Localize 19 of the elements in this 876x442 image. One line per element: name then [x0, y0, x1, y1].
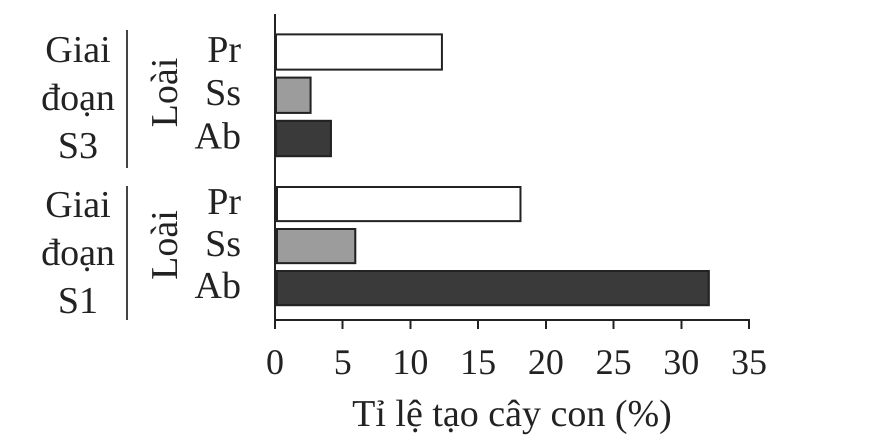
y-tick-label: Ab [194, 265, 241, 308]
y-tick-label: Ss [205, 72, 241, 114]
y-tick-label: Pr [207, 28, 242, 71]
text: Giai đoạn S3 [40, 28, 116, 169]
y-axis-title: Loài [144, 58, 186, 128]
y-tick-label: Ss [205, 223, 241, 266]
x-tick-label: 10 [392, 342, 428, 382]
x-tick-label: 0 [266, 342, 284, 382]
x-axis-title: Tỉ lệ tạo cây con (%) [352, 393, 672, 436]
text: Giai đoạn S1 [40, 183, 116, 324]
x-tick-label: 20 [528, 342, 564, 382]
x-tick-label: 25 [596, 342, 632, 382]
y-tick-label: Pr [207, 181, 242, 224]
x-tick-label: 30 [663, 342, 700, 382]
x-tick-label: 5 [334, 342, 352, 382]
y-tick-label: Ab [194, 115, 241, 158]
x-tick-label: 35 [731, 342, 767, 382]
x-tick-label: 15 [460, 342, 496, 382]
y-axis-title: Loài [144, 210, 186, 280]
